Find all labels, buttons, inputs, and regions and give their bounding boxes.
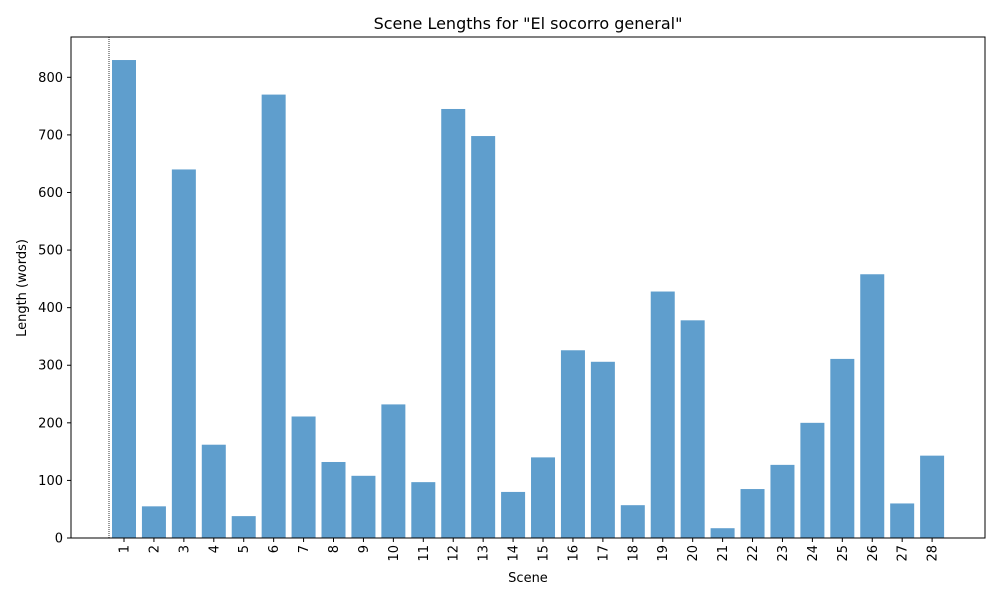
- x-tick-label: 2: [147, 545, 162, 553]
- x-tick-label: 16: [566, 545, 581, 562]
- y-tick-label: 200: [38, 416, 63, 431]
- bar-scene-8: [321, 461, 346, 538]
- bar-scene-22: [740, 489, 765, 538]
- x-axis-label: Scene: [508, 571, 548, 586]
- bar-scene-1: [112, 60, 136, 538]
- bar-scene-12: [441, 108, 466, 538]
- bar-scene-24: [800, 422, 825, 538]
- bar-scene-21: [710, 528, 735, 538]
- x-tick-label: 20: [686, 545, 701, 562]
- x-tick-label: 9: [357, 545, 372, 553]
- bar-scene-16: [560, 350, 585, 538]
- bar-scene-10: [381, 404, 406, 538]
- x-tick-label: 23: [776, 545, 791, 562]
- y-tick-label: 0: [55, 532, 63, 547]
- bar-scene-25: [830, 358, 855, 538]
- y-axis-label: Length (words): [15, 239, 30, 337]
- x-tick-label: 13: [477, 545, 492, 562]
- x-tick-label: 12: [447, 545, 462, 562]
- bar-scene-3: [171, 169, 196, 538]
- x-tick-label: 3: [177, 545, 192, 553]
- x-tick-label: 22: [746, 545, 761, 562]
- x-tick-label: 21: [716, 545, 731, 562]
- x-tick-label: 11: [417, 545, 432, 562]
- x-tick-label: 25: [836, 545, 851, 562]
- x-tick-label: 10: [387, 545, 402, 562]
- bar-scene-2: [141, 506, 166, 538]
- x-tick-label: 4: [207, 545, 222, 553]
- bar-scene-7: [291, 416, 316, 538]
- bar-scene-4: [201, 444, 226, 538]
- x-tick-label: 27: [896, 545, 911, 562]
- bar-scene-6: [261, 94, 286, 538]
- bar-scene-5: [231, 516, 256, 538]
- bar-scene-18: [620, 505, 645, 538]
- x-tick-label: 24: [806, 545, 821, 562]
- bar-scene-27: [890, 503, 915, 538]
- bar-scene-23: [770, 464, 795, 538]
- bar-scene-9: [351, 475, 376, 538]
- x-tick-label: 8: [327, 545, 342, 553]
- bar-scene-19: [650, 291, 675, 538]
- y-tick-label: 400: [38, 301, 63, 316]
- bars-group: [112, 60, 945, 539]
- x-tick-label: 7: [297, 545, 312, 553]
- y-tick-label: 300: [38, 359, 63, 374]
- y-tick-label: 600: [38, 186, 63, 201]
- bar-scene-28: [920, 455, 945, 538]
- chart-title: Scene Lengths for "El socorro general": [374, 14, 683, 33]
- x-tick-label: 14: [507, 545, 522, 562]
- x-tick-label: 15: [537, 545, 552, 562]
- bar-scene-13: [471, 136, 496, 539]
- x-tick-label: 19: [656, 545, 671, 562]
- bar-scene-26: [860, 274, 885, 538]
- x-tick-label: 26: [866, 545, 881, 562]
- x-tick-label: 17: [596, 545, 611, 562]
- y-tick-label: 700: [38, 128, 63, 143]
- x-tick-label: 1: [118, 545, 133, 553]
- x-tick-label: 5: [237, 545, 252, 553]
- y-tick-label: 500: [38, 244, 63, 259]
- bar-scene-11: [411, 482, 436, 538]
- bar-scene-15: [531, 457, 556, 538]
- x-tick-label: 18: [626, 545, 641, 562]
- x-axis: 1 2 3 4 5 6 7 8 9 10 11 12 13 14 15 16 17 18 19 20 21 22 23 24 2…: [118, 538, 941, 562]
- bar-scene-14: [501, 491, 526, 538]
- plot-frame: [70, 36, 986, 539]
- bar-scene-20: [680, 320, 705, 538]
- y-tick-label: 800: [38, 71, 63, 86]
- bar-scene-17: [590, 361, 615, 538]
- y-axis: 0 100 200 300 400 500 600 700 800: [38, 71, 71, 547]
- x-tick-label: 28: [926, 545, 941, 562]
- y-tick-label: 100: [38, 474, 63, 489]
- x-tick-label: 6: [267, 545, 282, 553]
